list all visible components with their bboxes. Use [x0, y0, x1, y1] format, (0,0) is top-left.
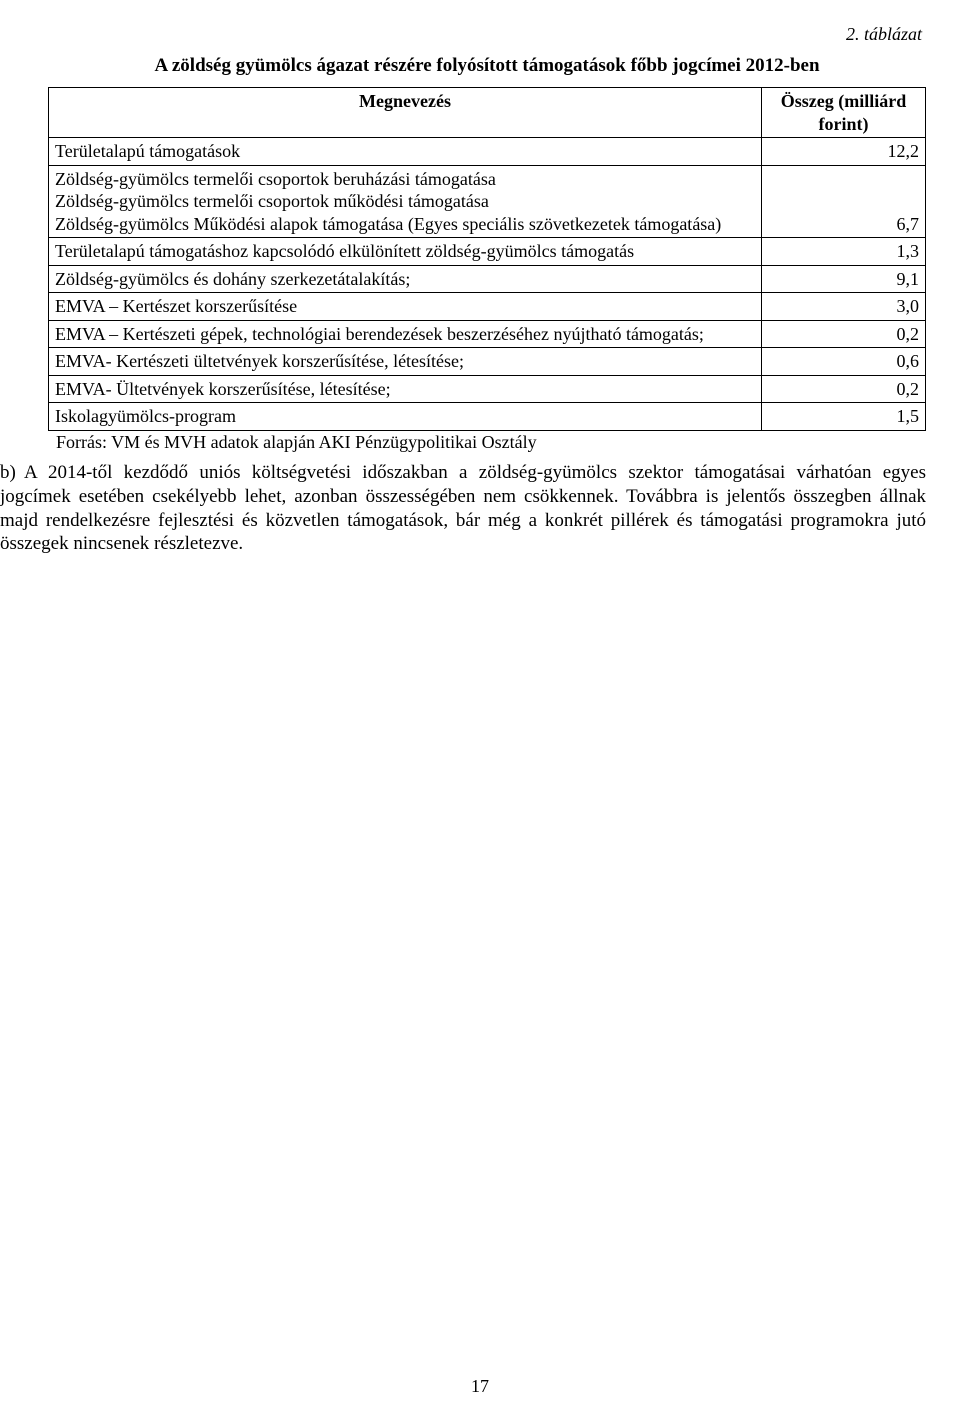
cell-name: Zöldség-gyümölcs termelői csoportok beru…: [49, 165, 762, 238]
cell-value: 9,1: [762, 265, 926, 293]
table-row: Zöldség-gyümölcs termelői csoportok beru…: [49, 165, 926, 238]
table-row: EMVA – Kertészet korszerűsítése3,0: [49, 293, 926, 321]
cell-value: 3,0: [762, 293, 926, 321]
cell-name: Területalapú támogatáshoz kapcsolódó elk…: [49, 238, 762, 266]
cell-name: EMVA- Ültetvények korszerűsítése, létesí…: [49, 375, 762, 403]
table-row: EMVA- Ültetvények korszerűsítése, létesí…: [49, 375, 926, 403]
table-row: Zöldség-gyümölcs és dohány szerkezetátal…: [49, 265, 926, 293]
cell-value: 12,2: [762, 138, 926, 166]
list-marker-b: b): [0, 461, 24, 485]
cell-value: 1,5: [762, 403, 926, 431]
cell-value: 1,3: [762, 238, 926, 266]
paragraph-b: b)A 2014-től kezdődő uniós költségvetési…: [0, 461, 926, 556]
table-body: Területalapú támogatások12,2Zöldség-gyüm…: [49, 138, 926, 431]
table-source: Forrás: VM és MVH adatok alapján AKI Pén…: [0, 431, 926, 454]
cell-name: EMVA – Kertészeti gépek, technológiai be…: [49, 320, 762, 348]
table-number-label: 2. táblázat: [0, 24, 926, 45]
table-row: Területalapú támogatáshoz kapcsolódó elk…: [49, 238, 926, 266]
support-table: Megnevezés Összeg (milliárd forint) Terü…: [48, 87, 926, 431]
table-row: EMVA- Kertészeti ültetvények korszerűsít…: [49, 348, 926, 376]
cell-value: 0,2: [762, 375, 926, 403]
cell-name: Zöldség-gyümölcs és dohány szerkezetátal…: [49, 265, 762, 293]
cell-name: EMVA- Kertészeti ültetvények korszerűsít…: [49, 348, 762, 376]
cell-value: 0,6: [762, 348, 926, 376]
table-row: Területalapú támogatások12,2: [49, 138, 926, 166]
page-number: 17: [0, 1376, 960, 1397]
col-header-value: Összeg (milliárd forint): [762, 88, 926, 138]
paragraph-b-text: A 2014-től kezdődő uniós költségvetési i…: [0, 462, 926, 554]
cell-value: 6,7: [762, 165, 926, 238]
page: 2. táblázat A zöldség gyümölcs ágazat ré…: [0, 0, 960, 1427]
cell-name: Iskolagyümölcs-program: [49, 403, 762, 431]
table-row: EMVA – Kertészeti gépek, technológiai be…: [49, 320, 926, 348]
cell-value: 0,2: [762, 320, 926, 348]
cell-name: EMVA – Kertészet korszerűsítése: [49, 293, 762, 321]
table-header-row: Megnevezés Összeg (milliárd forint): [49, 88, 926, 138]
col-header-name: Megnevezés: [49, 88, 762, 138]
cell-name: Területalapú támogatások: [49, 138, 762, 166]
table-row: Iskolagyümölcs-program1,5: [49, 403, 926, 431]
table-title: A zöldség gyümölcs ágazat részére folyós…: [0, 55, 926, 77]
